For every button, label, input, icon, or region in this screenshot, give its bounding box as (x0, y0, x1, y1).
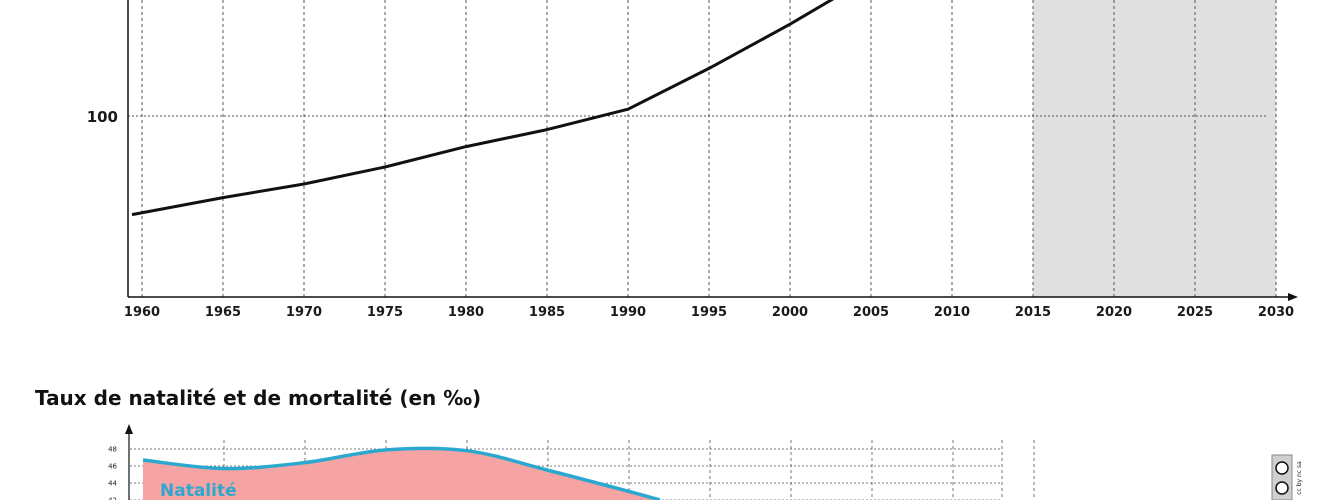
x-tick-label: 1995 (691, 305, 727, 320)
x-tick-label: 2025 (1177, 305, 1213, 320)
projection-area (1033, 0, 1276, 297)
x-tick-label: 1985 (529, 305, 565, 320)
series-label-natalite: Natalité (160, 481, 237, 500)
x-tick-label: 1990 (610, 305, 646, 320)
x-tick-label: 1980 (448, 305, 484, 320)
x-tick-label: 2020 (1096, 305, 1132, 320)
x-tick-label: 1960 (124, 305, 160, 320)
license-badge: cc by nc sa (1271, 454, 1303, 501)
x-tick-label: 2005 (853, 305, 889, 320)
y-tick-label-100: 100 (87, 108, 118, 126)
x-tick-label: 1970 (286, 305, 322, 320)
x-tick-label: 2015 (1015, 305, 1051, 320)
cc-icon (1275, 461, 1289, 475)
vertical-grid (141, 0, 1277, 297)
by-icon (1275, 481, 1289, 495)
y-tick-label: 48 (108, 446, 117, 454)
x-axis-arrow (1288, 293, 1298, 301)
x-tick-label: 2030 (1258, 305, 1294, 320)
license-text: cc by nc sa (1296, 461, 1303, 495)
chart-title: Taux de natalité et de mortalité (en ‰) (35, 386, 481, 410)
x-tick-label: 1975 (367, 305, 403, 320)
x-tick-label: 2000 (772, 305, 808, 320)
x-tick-label: 2010 (934, 305, 970, 320)
natalite-line (142, 446, 661, 502)
y-axis-arrow (125, 424, 133, 434)
y-tick-label: 42 (108, 497, 117, 501)
series-line (131, 0, 835, 217)
y-tick-label: 44 (108, 480, 117, 488)
natalite-area (143, 448, 660, 500)
y-tick-labels: 48 46 44 42 (108, 446, 117, 504)
population-chart: 1960 1965 1970 1975 1980 1985 1990 1995 2000 2005… (87, 0, 1298, 320)
x-tick-label: 1965 (205, 305, 241, 320)
birth-death-rate-chart: Taux de natalité et de mortalité (en ‰) … (35, 386, 1035, 504)
x-tick-labels: 1960 1965 1970 1975 1980 1985 1990 1995 2000 2005… (124, 305, 1294, 320)
y-tick-label: 46 (108, 463, 117, 471)
